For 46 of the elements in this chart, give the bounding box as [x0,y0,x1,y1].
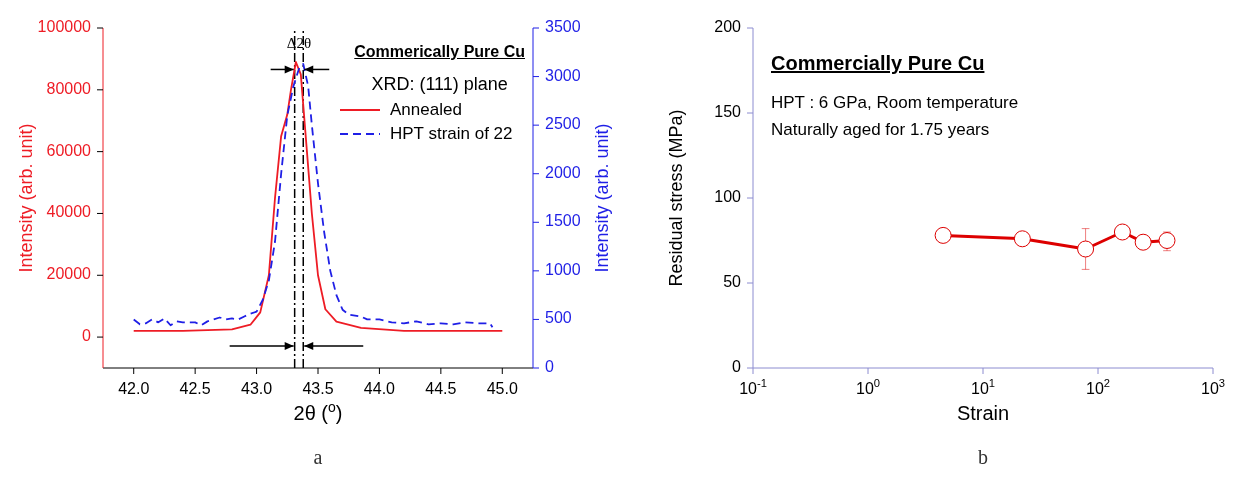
x-tick-label: 10$^{1}$ [970,376,996,398]
y-tick-label: 100 [714,188,742,206]
y-tick-label: 150 [714,103,742,121]
y-tick-label: 0 [732,358,742,376]
y-tick-label: 200 [714,18,742,36]
y2-tick-label: 2000 [545,163,581,181]
text: a [312,446,324,469]
y2-tick-label: 3000 [545,66,581,84]
legend-label: Annealed [390,99,462,121]
x-tick-label: 10$^{0}$ [855,376,881,398]
y2-axis-title: Intensity (arb. unit) [592,123,612,273]
annotation: Commerically Pure Cu [354,42,525,62]
y2-tick-label: 1500 [545,212,581,230]
legend-label: HPT strain of 22 [390,123,513,145]
y-axis-title: Residual stress (MPa) [666,109,686,287]
x-axis-title: Strain [956,402,1010,424]
text: b [977,446,989,469]
y-tick-label: 40000 [46,203,92,221]
annotation: HPT : 6 GPa, Room temperature [771,92,1019,114]
y-tick-label: 60000 [46,141,92,159]
x-axis-title: 2θ ($^{o}$) [293,399,343,424]
x-tick-label: 45.0 [486,380,518,398]
y2-tick-label: 1000 [545,261,581,279]
x-tick-label: 43.5 [302,380,334,398]
y2-tick-label: 2500 [545,115,581,133]
y2-tick-label: 0 [545,358,554,376]
annotation: XRD: (111) plane [370,73,509,96]
y-tick-label: 20000 [46,265,92,283]
y2-tick-label: 500 [545,309,572,327]
y-tick-label: 0 [82,327,92,345]
x-tick-label: 44.5 [425,380,457,398]
x-tick-label: 43.0 [241,380,273,398]
x-tick-label: 10$^{2}$ [1085,376,1111,398]
x-tick-label: 10$^{3}$ [1200,376,1226,398]
annotation: Δ2θ [286,34,312,52]
annotation: Commercially Pure Cu [771,51,986,76]
x-tick-label: 42.0 [118,380,150,398]
y-axis-title: Intensity (arb. unit) [16,123,36,273]
x-tick-label: 44.0 [363,380,396,398]
y-tick-label: 50 [723,273,742,291]
x-tick-label: 42.5 [179,380,211,398]
y-tick-label: 100000 [37,18,92,36]
y-tick-label: 80000 [46,80,92,98]
x-tick-label: 10$^{-1}$ [739,376,767,398]
annotation: Naturally aged for 1.75 years [771,119,991,141]
y2-tick-label: 3500 [545,18,581,36]
